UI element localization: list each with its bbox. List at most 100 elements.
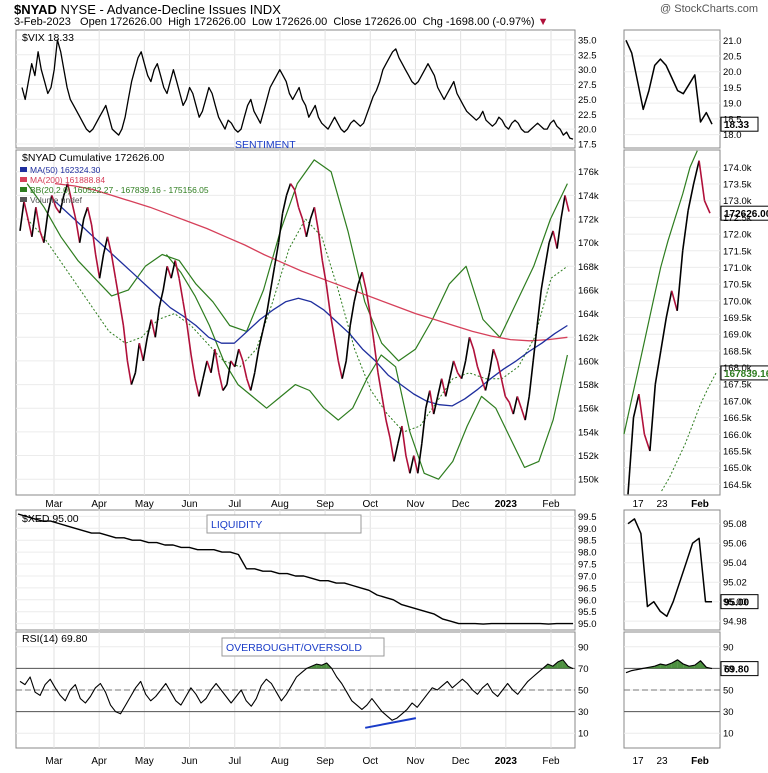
nyad-price-segment bbox=[401, 425, 407, 456]
vix-y-tick-label: 19.0 bbox=[723, 99, 742, 110]
rsi-inset-overbought-fill bbox=[666, 663, 672, 669]
nyad-price-segment bbox=[174, 260, 180, 279]
liquidity-annotation-box bbox=[206, 514, 362, 534]
nyad-price-segment bbox=[297, 206, 304, 220]
close-label: Close bbox=[333, 16, 362, 28]
nyad-price-segment bbox=[444, 378, 451, 397]
xed-y-tick-label: 99.0 bbox=[578, 524, 597, 535]
nyad-price-segment bbox=[421, 408, 427, 444]
nyad-price-segment bbox=[397, 425, 403, 444]
nyad-price-segment bbox=[146, 319, 153, 338]
x-tick-label-month: Jul bbox=[228, 499, 241, 510]
xed-y-tick-label: 96.5 bbox=[578, 583, 597, 594]
nyad-price-segment bbox=[429, 390, 435, 415]
nyad-price-segment bbox=[552, 230, 558, 249]
nyad-price-segment bbox=[110, 254, 117, 279]
nyad-y-tick-label: 152k bbox=[578, 451, 599, 462]
nyad-price-segment bbox=[138, 343, 145, 362]
low-value: 172626.00 bbox=[275, 16, 328, 28]
nyad-price-segment bbox=[63, 183, 69, 196]
x-tick-label-month-bottom: Sep bbox=[316, 756, 334, 767]
nyad-price-segment bbox=[70, 201, 77, 220]
nyad-series-legend: MA(50) 162324.30 bbox=[30, 165, 101, 175]
nyad-price-segment bbox=[39, 230, 45, 243]
nyad-price-segment bbox=[365, 289, 371, 314]
nyad-price-segment bbox=[333, 337, 340, 362]
vix-y-tick-label: 20.0 bbox=[578, 125, 597, 136]
nyad-price-segment bbox=[214, 348, 220, 373]
nyad-price-segment bbox=[78, 218, 85, 243]
nyad-series-legend: Volume undef bbox=[30, 195, 83, 205]
rsi-y-tick-label: 10 bbox=[578, 729, 589, 740]
xed-inset-line bbox=[627, 518, 712, 618]
vix-y-tick-label: 25.0 bbox=[578, 95, 597, 106]
nyad-price-segment bbox=[66, 183, 73, 202]
nyad-y-tick-label: 172k bbox=[578, 215, 599, 226]
nyad-inset-price-segment bbox=[681, 210, 689, 251]
nyad-inset-price-segment bbox=[687, 183, 695, 211]
nyad-price-segment bbox=[301, 218, 308, 237]
nyad-price-segment bbox=[82, 206, 89, 220]
xed-y-tick-label: 95.06 bbox=[723, 539, 747, 550]
nyad-y-tick-label: 169.0k bbox=[723, 330, 752, 341]
rsi-inset-overbought-fill bbox=[677, 659, 684, 669]
nyad-price-segment bbox=[126, 360, 133, 385]
x-tick-label-month: 2023 bbox=[495, 499, 518, 510]
nyad-price-segment bbox=[206, 360, 212, 374]
quote-date: 3-Feb-2023 bbox=[14, 16, 71, 28]
rsi-y-tick-label: 50 bbox=[578, 686, 589, 697]
vix-y-tick-label: 18.0 bbox=[723, 130, 742, 141]
rsi-inset-overbought-fill bbox=[671, 659, 678, 669]
x-tick-label-month-bottom: Nov bbox=[407, 756, 425, 767]
nyad-y-tick-label: 169.5k bbox=[723, 313, 752, 324]
nyad-inset-price-segment bbox=[654, 350, 662, 385]
overbought-oversold-annotation: OVERBOUGHT/OVERSOLD bbox=[226, 642, 362, 654]
rsi-inset-line bbox=[625, 659, 713, 674]
x-tick-label-month-bottom: Jul bbox=[228, 756, 241, 767]
vix-inset-frame bbox=[623, 29, 721, 149]
nyad-price-segment bbox=[500, 378, 507, 397]
nyad-y-tick-label: 173.5k bbox=[723, 180, 752, 191]
nyad-y-tick-label: 164.5k bbox=[723, 480, 752, 491]
rsi-divergence-line bbox=[365, 717, 417, 729]
nyad-inset-price-segment bbox=[670, 290, 678, 312]
liquidity-annotation: LIQUIDITY bbox=[211, 519, 262, 531]
rsi-line bbox=[19, 659, 574, 721]
nyad-price-segment bbox=[349, 301, 355, 326]
nyad-inset-price-segment bbox=[692, 160, 700, 185]
nyad-y-tick-label: 165.5k bbox=[723, 447, 752, 458]
nyad-y-tick-label: 171.5k bbox=[723, 246, 752, 257]
xed-y-tick-label: 97.0 bbox=[578, 572, 597, 583]
nyad-price-segment bbox=[492, 348, 499, 362]
inset-x-tick-label: 23 bbox=[656, 499, 668, 510]
nyad-price-segment bbox=[305, 218, 312, 237]
rsi-y-tick-label: 90 bbox=[578, 642, 589, 653]
xed-last-value-badge-box bbox=[720, 594, 759, 610]
nyad-y-tick-label: 173.0k bbox=[723, 196, 752, 207]
nyad-price-segment bbox=[114, 278, 121, 302]
nyad-price-segment bbox=[325, 283, 332, 314]
nyad-y-tick-label: 162k bbox=[578, 333, 599, 344]
nyad-price-segment bbox=[90, 224, 97, 255]
nyad-inset-price-segment bbox=[698, 160, 706, 201]
nyad-last-value-badge-box bbox=[720, 205, 768, 221]
xed-y-tick-label: 95.00 bbox=[723, 597, 747, 608]
nyad-legend: $NYAD Cumulative 172626.00 bbox=[22, 152, 164, 164]
xed-y-tick-label: 95.04 bbox=[723, 558, 747, 569]
rsi-last-value-badge: 69.80 bbox=[724, 665, 749, 676]
legend-swatch bbox=[20, 167, 27, 172]
nyad-price-segment bbox=[31, 207, 37, 237]
nyad-price-segment bbox=[154, 307, 160, 338]
nyad-y-tick-label: 171.0k bbox=[723, 263, 752, 274]
nyad-price-segment bbox=[508, 402, 515, 415]
nyad-y-tick-label: 170.0k bbox=[723, 296, 752, 307]
nyad-price-segment bbox=[190, 354, 196, 379]
xed-y-tick-label: 96.0 bbox=[578, 595, 597, 606]
rsi-y-tick-label: 10 bbox=[723, 729, 734, 740]
ma50-line bbox=[54, 200, 568, 407]
nyad-price-segment bbox=[269, 266, 276, 291]
nyad-price-segment bbox=[158, 289, 164, 308]
nyad-y-tick-label: 165.0k bbox=[723, 463, 752, 474]
